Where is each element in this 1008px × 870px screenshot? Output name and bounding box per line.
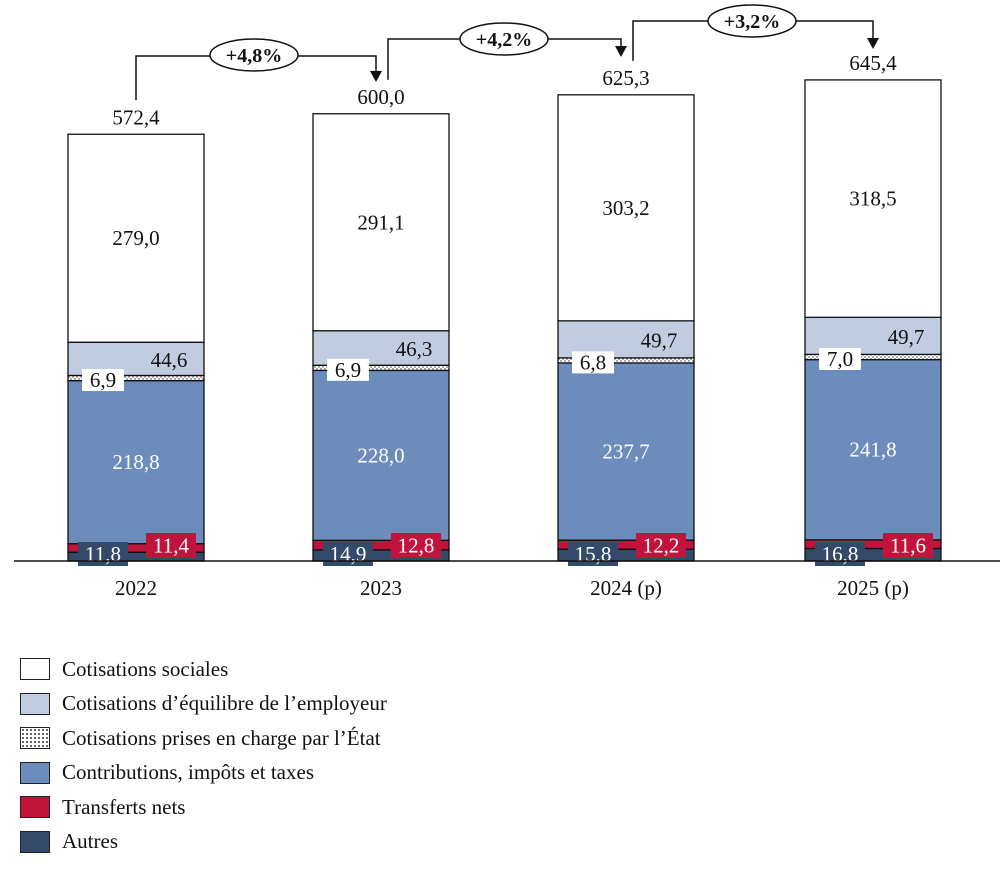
legend-label: Cotisations prises en charge par l’État: [62, 725, 381, 750]
data-label-cotisations-equilibre: 44,6: [151, 348, 188, 372]
x-tick-label: 2022: [115, 576, 157, 600]
data-label-cotisations-sociales: 318,5: [849, 187, 896, 211]
bar-segment-cotisations-sociales: [804, 79, 942, 318]
data-label-cotisations-etat: 6,9: [335, 358, 361, 382]
data-label-transferts: 12,2: [643, 534, 680, 558]
legend-label: Cotisations d’équilibre de l’employeur: [62, 691, 387, 716]
data-label-cotisations-sociales: 303,2: [602, 196, 649, 220]
legend-item-transferts: Transferts nets: [20, 790, 387, 825]
growth-arrowhead: [370, 71, 382, 82]
bar-segment-contributions: [67, 379, 205, 545]
legend-swatch: [20, 830, 50, 853]
data-label-box-transferts: [146, 533, 196, 558]
data-label-total: 600,0: [357, 85, 404, 109]
data-label-box-etat: [327, 358, 369, 381]
legend-swatch: [20, 658, 50, 681]
legend-label: Cotisations sociales: [62, 656, 229, 681]
data-label-contributions: 228,0: [357, 443, 404, 467]
legend-item-cotisations-equilibre: Cotisations d’équilibre de l’employeur: [20, 687, 387, 722]
growth-label: +4,2%: [476, 29, 532, 51]
data-label-cotisations-etat: 7,0: [827, 347, 853, 371]
data-label-total: 625,3: [602, 66, 649, 90]
data-label-total: 645,4: [849, 51, 897, 75]
bar-segment-contributions: [557, 362, 695, 541]
legend-label: Transferts nets: [62, 794, 186, 819]
data-label-box-transferts: [883, 533, 933, 558]
data-label-contributions: 237,7: [602, 440, 649, 464]
data-label-autres: 14,9: [330, 542, 367, 566]
bar-segment-cotisations-sociales: [312, 113, 450, 332]
x-tick-label: 2023: [360, 576, 402, 600]
data-label-cotisations-sociales: 279,0: [112, 226, 159, 250]
data-label-transferts: 11,6: [890, 534, 926, 558]
x-tick-label: 2025 (p): [837, 576, 909, 600]
data-label-box-etat: [82, 369, 124, 392]
data-label-cotisations-etat: 6,9: [90, 368, 116, 392]
legend-swatch: [20, 796, 50, 819]
data-label-autres: 11,8: [85, 542, 121, 566]
x-tick-label: 2024 (p): [590, 576, 662, 600]
legend-item-cotisations-sociales: Cotisations sociales: [20, 652, 387, 687]
data-label-box-transferts: [636, 533, 686, 558]
legend-item-cotisations-etat: Cotisations prises en charge par l’État: [20, 721, 387, 756]
data-label-contributions: 218,8: [112, 450, 159, 474]
data-label-transferts: 11,4: [153, 534, 189, 558]
legend-item-autres: Autres: [20, 825, 387, 860]
data-label-cotisations-equilibre: 49,7: [641, 328, 678, 352]
data-label-box-etat: [819, 347, 861, 370]
growth-badge: [707, 4, 797, 38]
data-label-box-autres: [815, 542, 865, 566]
data-label-total: 572,4: [112, 105, 160, 129]
legend-swatch: [20, 727, 50, 750]
data-label-autres: 16,8: [822, 542, 859, 566]
legend-swatch: [20, 761, 50, 784]
data-label-transferts: 12,8: [398, 534, 435, 558]
data-label-box-etat: [572, 351, 614, 374]
growth-badge: [459, 22, 549, 56]
growth-arrowhead: [615, 46, 627, 57]
data-label-cotisations-sociales: 291,1: [357, 210, 404, 234]
data-label-box-autres: [323, 542, 373, 566]
legend-label: Autres: [62, 829, 118, 854]
data-label-cotisations-etat: 6,8: [580, 350, 606, 374]
growth-arrowhead: [867, 38, 879, 49]
growth-label: +4,8%: [226, 45, 282, 67]
growth-label: +3,2%: [724, 11, 780, 33]
bar-segment-contributions: [804, 358, 942, 541]
data-label-box-transferts: [391, 533, 441, 558]
legend-swatch: [20, 692, 50, 715]
data-label-contributions: 241,8: [849, 438, 896, 462]
growth-badge: [209, 38, 299, 72]
data-label-box-autres: [568, 542, 618, 566]
data-label-cotisations-equilibre: 46,3: [396, 337, 433, 361]
legend-label: Contributions, impôts et taxes: [62, 760, 314, 785]
bar-segment-contributions: [312, 369, 450, 542]
chart-legend: Cotisations sociales Cotisations d’équil…: [20, 652, 387, 859]
bar-segment-cotisations-sociales: [557, 94, 695, 322]
data-label-box-autres: [78, 542, 128, 566]
data-label-cotisations-equilibre: 49,7: [888, 325, 925, 349]
bar-segment-cotisations-equilibre: [804, 316, 942, 356]
data-label-autres: 15,8: [575, 542, 612, 566]
legend-item-contributions: Contributions, impôts et taxes: [20, 756, 387, 791]
stacked-bar-chart: 279,0 44,6 218,8 6,9 11,8 11,4 572,4 2022 291,1 4…: [14, 4, 1000, 600]
bar-segment-cotisations-sociales: [67, 133, 205, 343]
